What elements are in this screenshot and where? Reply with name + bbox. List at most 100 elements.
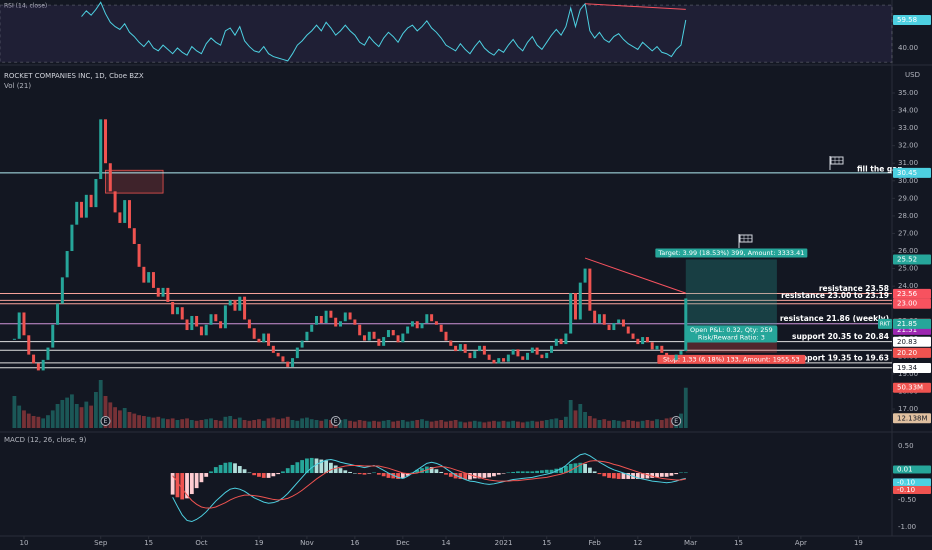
histogram-bar (544, 469, 549, 474)
axis-tag (893, 15, 931, 26)
volume-bar (65, 397, 70, 428)
y-tick-label: 31.00 (898, 159, 918, 167)
symbol-badge (878, 318, 892, 329)
volume-bar (146, 416, 151, 428)
candle-body (449, 340, 453, 346)
histogram-bar (472, 473, 477, 479)
axis-tag (893, 288, 931, 299)
histogram-bar (597, 473, 602, 475)
volume-bar (17, 405, 22, 428)
candle-body (180, 307, 184, 320)
volume-bar (309, 419, 314, 428)
volume-bar (664, 418, 669, 428)
x-tick-label: 16 (350, 539, 359, 547)
histogram-bar (511, 471, 516, 474)
candle-body (51, 324, 55, 348)
histogram-bar (520, 471, 525, 474)
histogram-bar (621, 473, 626, 479)
volume-bar (26, 413, 31, 428)
histogram-bar (180, 473, 185, 500)
earnings-marker (330, 416, 341, 426)
candle-body (641, 337, 645, 345)
volume-bar (276, 419, 281, 428)
histogram-bar (213, 467, 218, 474)
candle-body (665, 352, 669, 357)
histogram-bar (516, 471, 520, 474)
candle-body (281, 356, 285, 362)
candle-body (454, 345, 458, 352)
histogram-bar (285, 468, 290, 474)
histogram-bar (405, 473, 410, 476)
candle-body (458, 344, 462, 352)
macd-title: MACD (12, 26, close, 9) (4, 436, 87, 444)
volume-bar (295, 420, 300, 428)
histogram-bar (295, 462, 300, 474)
candle-body (521, 356, 525, 360)
volume-bar (237, 417, 242, 428)
macd-tick-label: -1.00 (898, 523, 916, 531)
histogram-bar (458, 473, 463, 479)
candle-body (132, 228, 136, 244)
histogram-bar (396, 473, 400, 479)
candle-body (439, 324, 443, 332)
histogram-bar (655, 473, 659, 478)
volume-bar (357, 420, 362, 428)
volume-bar (482, 422, 487, 428)
target-label-box (655, 248, 808, 258)
volume-bar (453, 420, 458, 428)
candle-body (329, 310, 333, 318)
volume-bar (583, 412, 587, 428)
volume-bar (540, 420, 544, 428)
candle-body (607, 324, 611, 331)
histogram-bar (626, 473, 631, 479)
candle-body (511, 349, 515, 355)
axis-tag-label: 30.45 (897, 169, 917, 177)
candle-body (626, 326, 630, 334)
histogram-bar (367, 473, 372, 474)
histogram-bar (463, 473, 468, 480)
y-tick-label: 32.00 (898, 142, 918, 150)
candle-body (430, 314, 434, 322)
volume-bar (525, 421, 530, 428)
volume-bar (113, 407, 117, 428)
x-tick-label: 15 (144, 539, 153, 547)
histogram-bar (237, 466, 242, 474)
level-label: support 19.35 to 19.63 (792, 353, 889, 362)
volume-bar (424, 420, 429, 428)
candle-body (550, 345, 554, 353)
histogram-bar (266, 473, 271, 478)
axis-tag-label: -0.10 (897, 478, 915, 486)
histogram-bar (482, 473, 487, 478)
axis-unit: USD (905, 71, 920, 79)
y-tick-label: 24.00 (898, 282, 918, 290)
target-zone (685, 259, 777, 330)
volume-bar (223, 416, 228, 428)
candle-body (315, 315, 319, 325)
histogram-bar (468, 473, 472, 480)
x-tick-label: 12 (633, 539, 642, 547)
volume-bar (381, 420, 386, 428)
volume-bar (549, 419, 554, 428)
volume-bar (463, 422, 468, 428)
histogram-bar (674, 473, 679, 475)
candle-body (46, 347, 50, 360)
candle-body (84, 194, 88, 218)
volume-bar (209, 418, 213, 428)
histogram-bar (568, 463, 573, 474)
volume-bar (472, 420, 477, 428)
volume-bar (405, 421, 410, 428)
candle-body (233, 300, 237, 311)
candle-body (593, 310, 597, 324)
chart-title: ROCKET COMPANIES INC, 1D, Cboe BZX (4, 72, 144, 80)
histogram-bar (420, 468, 424, 474)
volume-bar (218, 420, 223, 428)
axis-tag-label: -0.10 (897, 486, 915, 494)
axis-tag (893, 167, 931, 178)
candle-body (636, 338, 640, 345)
candle-body (468, 352, 472, 359)
volume-bar (31, 416, 36, 428)
candle-body (166, 287, 170, 302)
axis-tag (893, 362, 931, 373)
axis-tag-label: 21.51 (897, 326, 917, 334)
candle-body (377, 338, 381, 346)
